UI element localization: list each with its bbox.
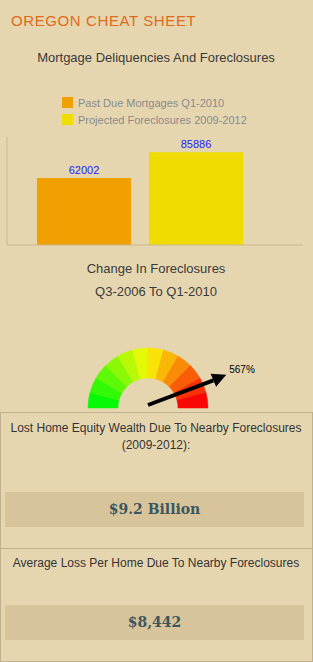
chart-title: Mortgage Deliquencies And Foreclosures [37,50,275,65]
gauge-band [177,392,208,408]
stat-value: $9.2 Billion [5,492,304,527]
legend-label: Past Due Mortgages Q1-2010 [78,97,224,109]
bar [149,152,243,245]
bar [37,178,131,245]
bars [37,152,243,245]
gauge [88,348,208,408]
stat-value: $8,442 [5,605,304,640]
legend-label: Projected Foreclosures 2009-2012 [78,114,247,126]
legend-swatch [62,97,73,108]
stat-label: Lost Home Equity Wealth Due To Nearby Fo… [6,420,306,454]
header-title: OREGON CHEAT SHEET [11,12,196,29]
x-axis-line [7,245,303,246]
data-label: 85886 [181,138,212,150]
gauge-subtitle: Q3-2006 To Q1-2010 [95,284,217,299]
gauge-band [132,348,148,379]
chart-canvas: OREGON CHEAT SHEET Mortgage Deliquencies … [0,0,313,412]
legend: Past Due Mortgages Q1-2010 Projected Fore… [62,97,247,126]
legend-swatch [62,114,73,125]
stat-label: Average Loss Per Home Due To Nearby Fore… [6,555,306,572]
gauge-needle-head [211,374,227,387]
data-label: 62002 [69,164,100,176]
gauge-value-label: 567% [229,364,255,375]
gauge-needle [148,380,213,405]
gauge-title: Change In Foreclosures [87,261,226,276]
y-axis-line [7,137,8,245]
gauge-needle-group [148,374,226,405]
